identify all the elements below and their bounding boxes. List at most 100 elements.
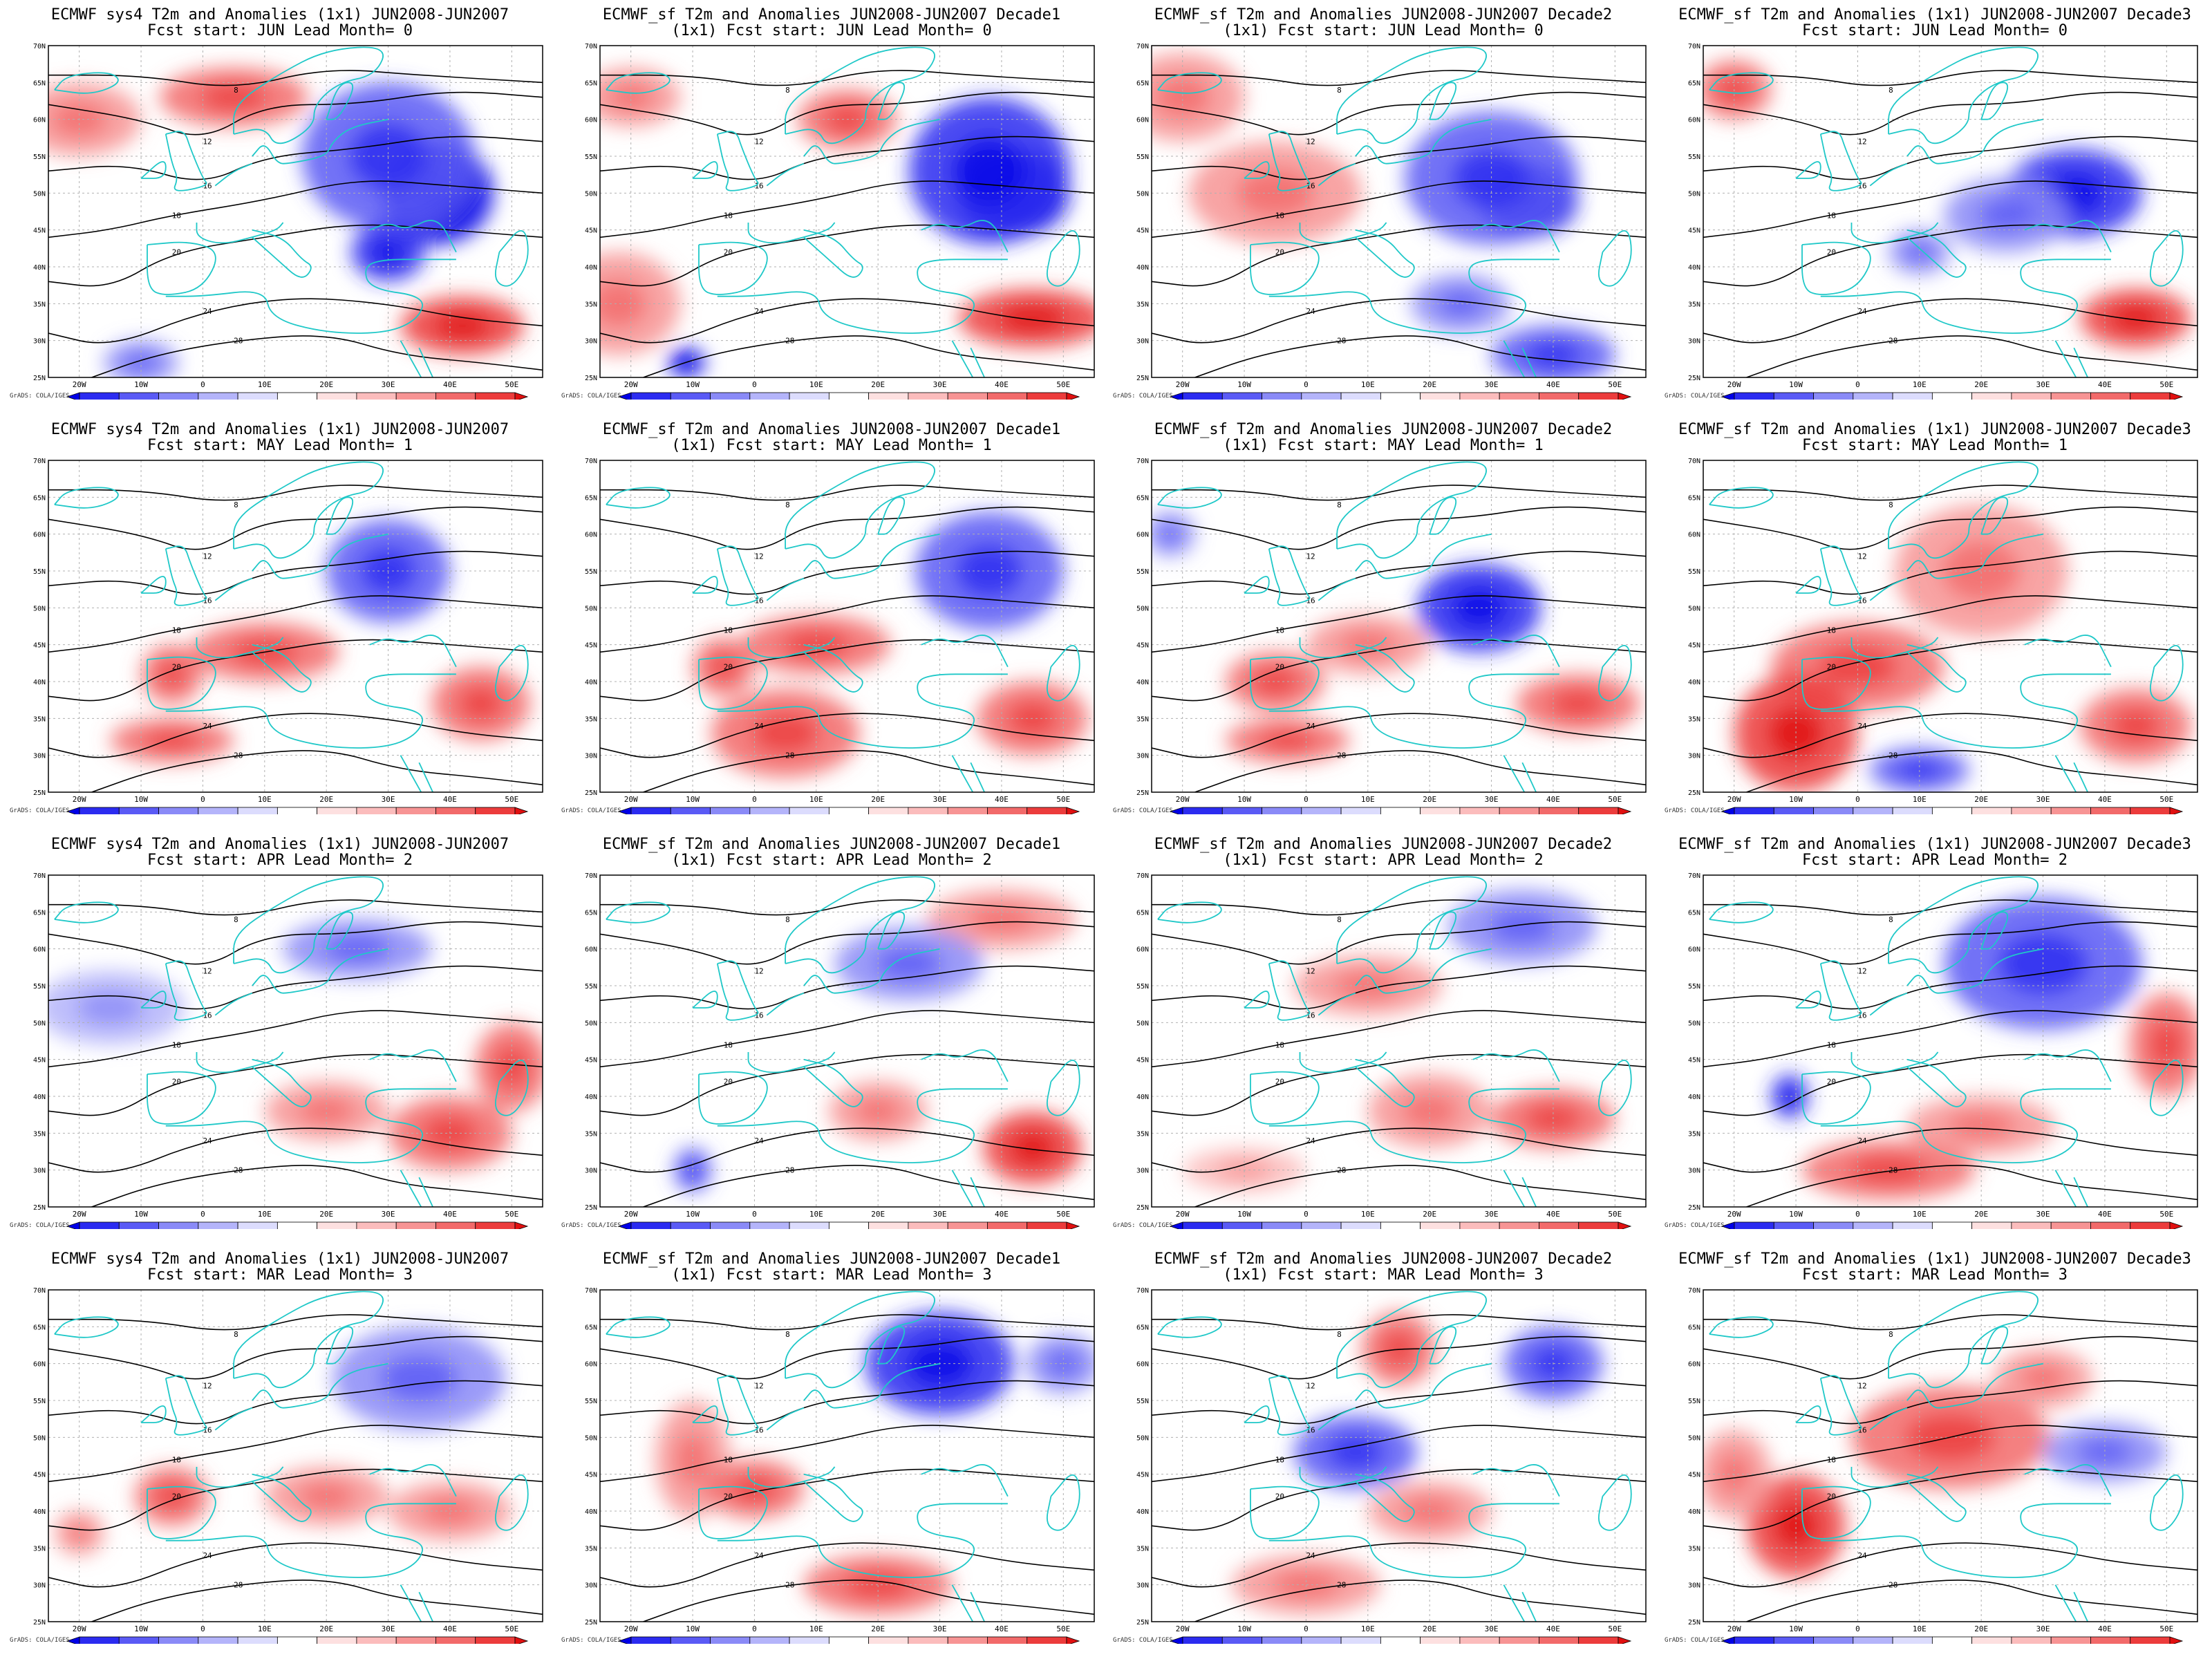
lat-tick-label: 65N (1136, 79, 1149, 87)
lat-tick-label: 50N (1136, 605, 1149, 612)
anomaly-fill (693, 512, 1089, 778)
isotherm-label: 8 (1337, 915, 1342, 924)
lon-tick-label: 40E (995, 1210, 1009, 1219)
coastline (1355, 1058, 1415, 1107)
isotherms (48, 899, 543, 1207)
lon-tick-label: 0 (1304, 1624, 1309, 1633)
coastline (369, 220, 457, 253)
lon-tick-label: 30E (933, 1624, 947, 1633)
isotherm-line (1703, 1425, 2197, 1483)
lon-tick-label: 10E (258, 380, 272, 389)
coastline (418, 762, 434, 792)
lon-tick-label: 50E (1608, 380, 1622, 389)
isotherm-label: 16 (1857, 1011, 1866, 1020)
isotherm-line (643, 1165, 1094, 1207)
colorbar-swatch (356, 392, 397, 400)
colorbar-swatch (276, 392, 318, 400)
lat-tick-label: 45N (1136, 1472, 1149, 1479)
lat-tick-label: 45N (585, 1472, 597, 1479)
isotherm-line (1194, 750, 1646, 792)
coastline (1819, 545, 1862, 606)
lon-tick-label: 40E (2098, 1624, 2112, 1633)
coastline (2073, 762, 2089, 792)
coastline (54, 901, 119, 924)
lon-tick-label: 40E (1546, 1624, 1560, 1633)
isotherm-labels: 8 12 16 18 20 24 28 (724, 1330, 795, 1590)
coastline (803, 948, 940, 994)
coastline (165, 259, 456, 334)
isotherm-label: 28 (234, 751, 243, 760)
colorbar-swatch (670, 1221, 711, 1229)
isotherm-line (1746, 1580, 2197, 1622)
lon-tick-label: 50E (1056, 1210, 1070, 1219)
lat-tick-label: 55N (1136, 1398, 1149, 1405)
coastline (233, 461, 384, 559)
colorbar-swatch (670, 807, 711, 814)
plot-frame (1703, 1289, 2198, 1622)
colorbar-swatch (1853, 1221, 1893, 1229)
coastline (747, 1466, 836, 1488)
anomaly-core (379, 1355, 458, 1402)
isotherm-label: 16 (203, 1011, 212, 1020)
anomaly-core (1942, 541, 2021, 601)
lat-tick-label: 65N (585, 494, 597, 502)
isotherm-label: 8 (234, 1330, 238, 1339)
coastline (214, 992, 253, 1016)
lat-tick-label: 60N (585, 117, 597, 124)
isotherm-label: 24 (203, 1551, 212, 1560)
colorbar-swatch (475, 1221, 516, 1229)
graticule (1703, 1290, 2197, 1622)
lat-tick-label: 55N (33, 153, 46, 161)
panel-subtitle: Fcst start: APR Lead Month= 2 (1801, 852, 2068, 869)
colorbar-swatch (1262, 392, 1302, 400)
coastline (252, 948, 388, 994)
isotherm-label: 12 (754, 552, 763, 561)
isotherm-label: 12 (203, 967, 212, 976)
plot-layers: 8 12 16 18 20 24 28 (48, 460, 543, 792)
colorbar-swatch (1892, 1221, 1933, 1229)
colorbar-arrow-high (2169, 392, 2184, 400)
lat-tick-label: 40N (1688, 1094, 1700, 1101)
coastline (165, 1503, 456, 1578)
coastline (214, 162, 253, 187)
coastline (165, 131, 207, 191)
lon-axis: 20W 10W 0 10E 20E 30E 40E 50E (1727, 380, 2174, 389)
lon-tick-label: 20E (319, 380, 333, 389)
lat-tick-label: 65N (33, 79, 46, 87)
plot-frame (1151, 45, 1647, 378)
lon-tick-label: 10W (686, 795, 700, 804)
colorbar-swatch (868, 807, 909, 814)
isotherms (1703, 899, 2197, 1207)
isotherm-label: 20 (1275, 1078, 1284, 1087)
lon-tick-label: 40E (443, 795, 457, 804)
coastline (1157, 1316, 1222, 1338)
colorbar: -5-4-3-2-1-0.50.512345 (617, 1221, 1080, 1229)
isotherm-line (1194, 1580, 1646, 1622)
lon-tick-label: 30E (933, 795, 947, 804)
isotherm-line (1194, 1165, 1646, 1207)
plot-layers: 8 12 16 18 20 24 28 (600, 460, 1094, 792)
isotherm-label: 28 (1337, 1581, 1346, 1590)
isotherm-line (1703, 1314, 2197, 1331)
colorbar-swatch (1773, 1221, 1814, 1229)
lat-tick-label: 30N (33, 753, 46, 760)
isotherm-label: 12 (1306, 1382, 1315, 1391)
panel-subtitle: Fcst start: APR Lead Month= 2 (147, 852, 413, 869)
colorbar-arrow-high (2169, 1636, 2184, 1644)
coastline (494, 645, 529, 702)
panel-title: ECMWF_sf T2m and Anomalies JUN2008-JUN20… (1154, 1250, 1613, 1268)
panel-subtitle: Fcst start: MAY Lead Month= 1 (147, 437, 413, 454)
coastline (1268, 960, 1311, 1021)
isotherm-label: 20 (724, 663, 733, 672)
panel-subtitle: Fcst start: MAR Lead Month= 3 (1801, 1266, 2068, 1284)
grads-credit: GrADS: COLA/IGES (10, 393, 70, 400)
lat-tick-label: 55N (1688, 983, 1700, 991)
colorbar-swatch (908, 1636, 948, 1644)
coastline (970, 762, 986, 792)
lon-tick-label: 20W (1176, 1210, 1190, 1219)
colorbar-swatch (1380, 1636, 1421, 1644)
coastline (1906, 533, 2043, 579)
isotherms (1152, 485, 1646, 792)
lon-tick-label: 0 (1855, 380, 1860, 389)
colorbar-swatch (1420, 807, 1461, 814)
